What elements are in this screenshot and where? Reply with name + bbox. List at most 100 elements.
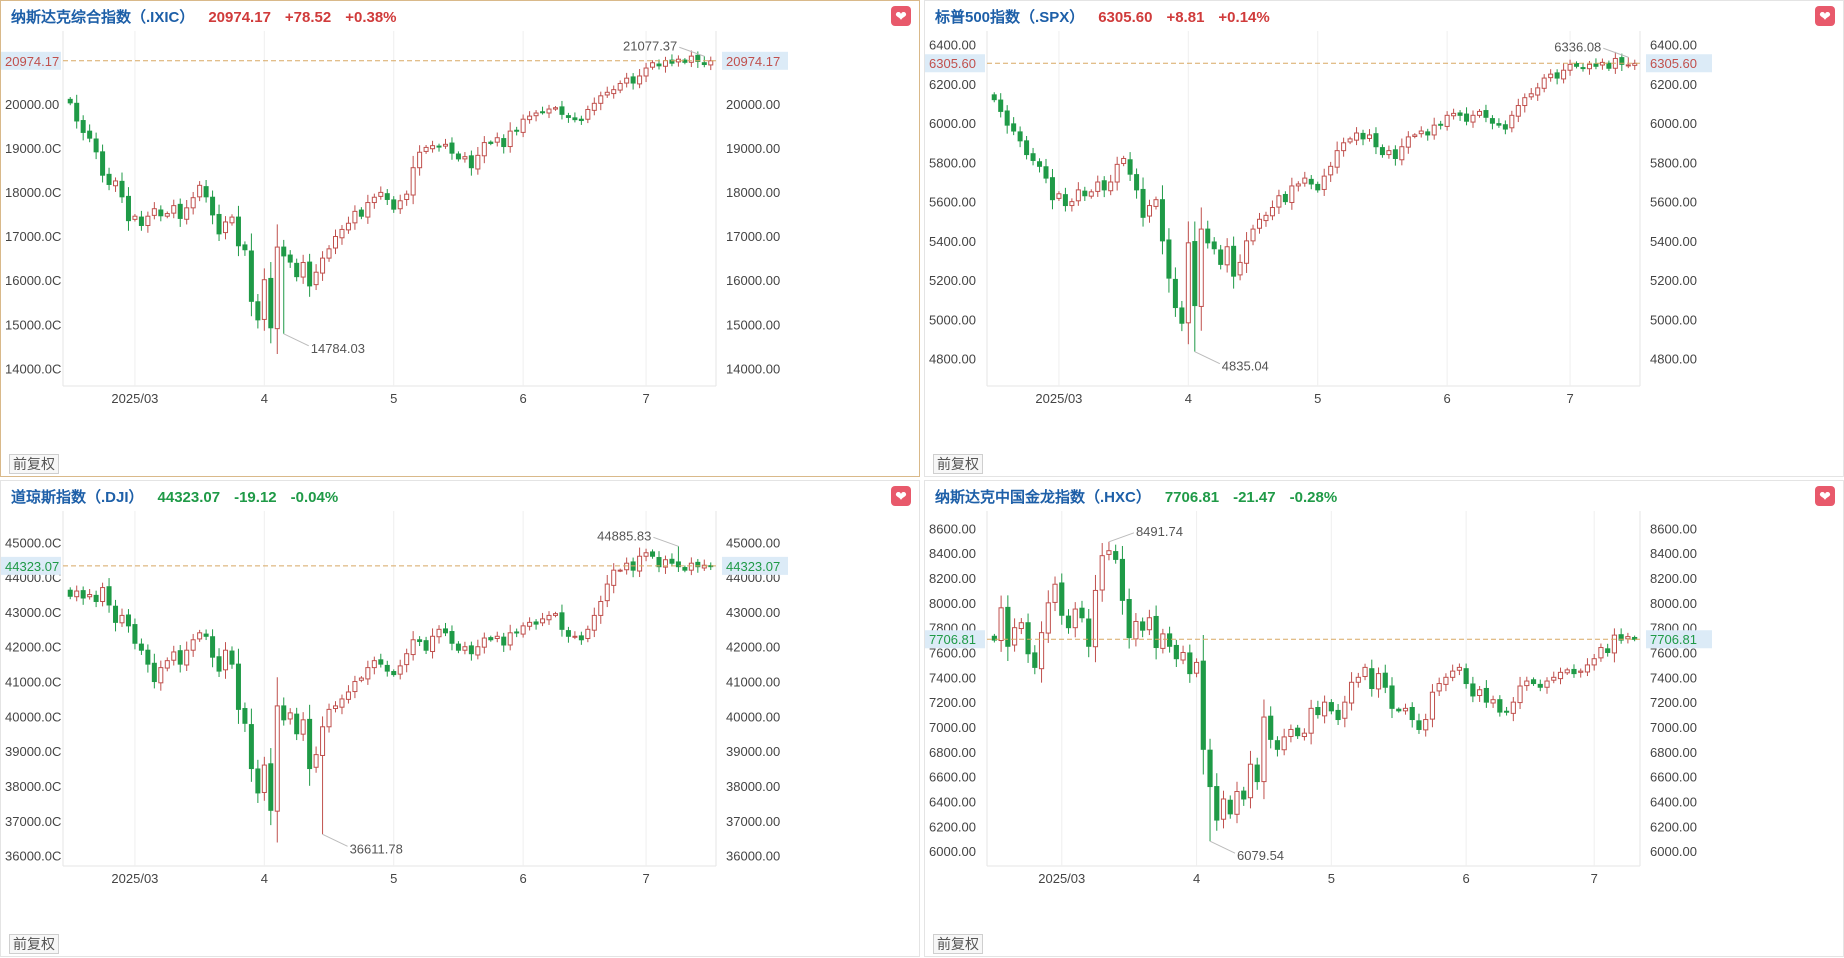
y-tick-label-right: 5800.00 (1650, 155, 1697, 170)
candle-body (1025, 622, 1031, 655)
candle-body (1241, 790, 1247, 800)
y-tick-label-right: 41000.00 (726, 675, 780, 690)
candle-body (1045, 602, 1051, 634)
x-tick-label: 6 (520, 391, 527, 406)
chart-panel-ixic[interactable]: 纳斯达克综合指数（.IXIC） 20974.17 +78.52 +0.38% ❤ 20… (0, 0, 920, 477)
candle-body (1295, 183, 1301, 187)
candle-body (1005, 606, 1011, 647)
candle-body (1584, 664, 1591, 673)
candle-body (417, 151, 423, 169)
y-tick-label-left: 16000.0C (5, 273, 61, 288)
candle-body (229, 650, 235, 665)
y-tick-label-left: 6600.00 (929, 770, 976, 785)
candlestick-chart[interactable]: 2025/03 4 5 6 7 4800.00 4800.00 5000.00 5000.00 5… (925, 1, 1844, 478)
candle-body (1106, 550, 1112, 555)
index-change-pct: -0.04% (290, 489, 339, 506)
y-tick-label-left: 5400.00 (929, 234, 976, 249)
candle-body (339, 228, 345, 239)
candle-body (320, 726, 326, 756)
candle-body (1551, 676, 1557, 681)
candlestick-chart[interactable]: 2025/03 4 5 6 7 6000.00 6000.00 6200.00 6200.00 6… (925, 481, 1844, 958)
candle-body (1334, 150, 1340, 168)
candle-body (662, 559, 668, 568)
candle-body (1429, 691, 1436, 720)
candle-body (552, 613, 558, 616)
candle-body (67, 98, 73, 104)
candle-body (630, 76, 636, 84)
candlestick-chart[interactable]: 2025/03 4 5 6 7 36000.0C 36000.00 37000.0C 37000… (1, 481, 921, 958)
candle-body (1464, 113, 1470, 122)
candle-body (1382, 672, 1388, 688)
x-tick-label: 7 (1566, 391, 1573, 406)
y-tick-label-right: 6800.00 (1650, 745, 1697, 760)
low-annotation: 6079.54 (1237, 848, 1284, 863)
adjust-mode-button[interactable]: 前复权 (933, 454, 983, 474)
candle-body (410, 167, 416, 196)
candle-body (1095, 181, 1101, 192)
candle-body (546, 614, 552, 621)
candle-body (430, 145, 436, 150)
favorite-heart-icon[interactable]: ❤ (1815, 6, 1835, 26)
candle-body (1227, 799, 1233, 815)
y-tick-label-left: 7200.00 (929, 695, 976, 710)
y-tick-label-right: 7600.00 (1650, 646, 1697, 661)
candle-body (1530, 679, 1537, 685)
candle-body (106, 173, 112, 185)
candle-body (1409, 707, 1415, 721)
chart-panel-dji[interactable]: 道琼斯指数（.DJI） 44323.07 -19.12 -0.04% ❤ 2025/0… (0, 480, 920, 957)
adjust-mode-button[interactable]: 前复权 (9, 454, 59, 474)
y-tick-label-right: 5200.00 (1650, 273, 1697, 288)
candle-body (1355, 676, 1361, 683)
candle-body (1497, 699, 1503, 713)
candle-body (371, 660, 377, 669)
candle-body (358, 209, 364, 217)
chart-panel-spx[interactable]: 标普500指数（.SPX） 6305.60 +8.81 +0.14% ❤ 2025/0… (924, 0, 1844, 477)
last-price-tag-left: 44323.07 (5, 559, 59, 574)
candle-body (235, 663, 241, 710)
index-name: 道琼斯指数（.DJI） (11, 489, 144, 506)
candle-body (1079, 607, 1085, 619)
adjust-mode-button[interactable]: 前复权 (9, 934, 59, 954)
favorite-heart-icon[interactable]: ❤ (891, 486, 911, 506)
low-annotation: 4835.04 (1222, 359, 1269, 374)
candle-body (248, 724, 254, 770)
candle-body (1476, 110, 1482, 116)
index-name: 纳斯达克综合指数（.IXIC） (11, 9, 195, 26)
candle-body (624, 77, 630, 84)
y-tick-label-left: 45000.0C (5, 535, 61, 550)
candle-body (1114, 163, 1120, 183)
candle-body (132, 215, 138, 220)
candle-body (1328, 702, 1334, 712)
candle-body (1524, 680, 1530, 687)
candle-body (598, 600, 604, 616)
candle-body (1515, 105, 1521, 117)
candle-body (533, 112, 539, 117)
chart-panel-hxc[interactable]: 纳斯达克中国金龙指数（.HXC） 7706.81 -21.47 -0.28% ❤ 20… (924, 480, 1844, 957)
y-tick-label-left: 41000.0C (5, 675, 61, 690)
candle-body (1517, 685, 1523, 704)
candle-body (203, 186, 209, 198)
index-price: 7706.81 (1164, 489, 1220, 506)
favorite-heart-icon[interactable]: ❤ (1815, 486, 1835, 506)
y-tick-label-right: 6200.00 (1650, 77, 1697, 92)
y-tick-label-left: 39000.0C (5, 744, 61, 759)
candle-body (1024, 140, 1030, 156)
adjust-mode-button[interactable]: 前复权 (933, 934, 983, 954)
candlestick-chart[interactable]: 2025/03 4 5 6 7 14000.0C 14000.00 15000.0C 15000… (1, 1, 921, 478)
favorite-heart-icon[interactable]: ❤ (891, 6, 911, 26)
candle-body (624, 562, 630, 571)
index-change: -19.12 (234, 489, 277, 506)
x-tick-label: 2025/03 (111, 871, 158, 886)
candle-body (1256, 218, 1263, 229)
candle-body (1335, 709, 1341, 721)
candle-body (1618, 634, 1624, 641)
y-tick-label-right: 6600.00 (1650, 770, 1697, 785)
y-tick-label-right: 17000.00 (726, 229, 780, 244)
candle-body (1483, 110, 1489, 118)
quote-header: 标普500指数（.SPX） 6305.60 +8.81 +0.14% (935, 6, 1270, 27)
candle-body (578, 635, 584, 641)
candle-body (520, 118, 526, 133)
candle-body (611, 569, 617, 586)
low-leader-line (1209, 840, 1236, 854)
candle-body (540, 111, 546, 114)
